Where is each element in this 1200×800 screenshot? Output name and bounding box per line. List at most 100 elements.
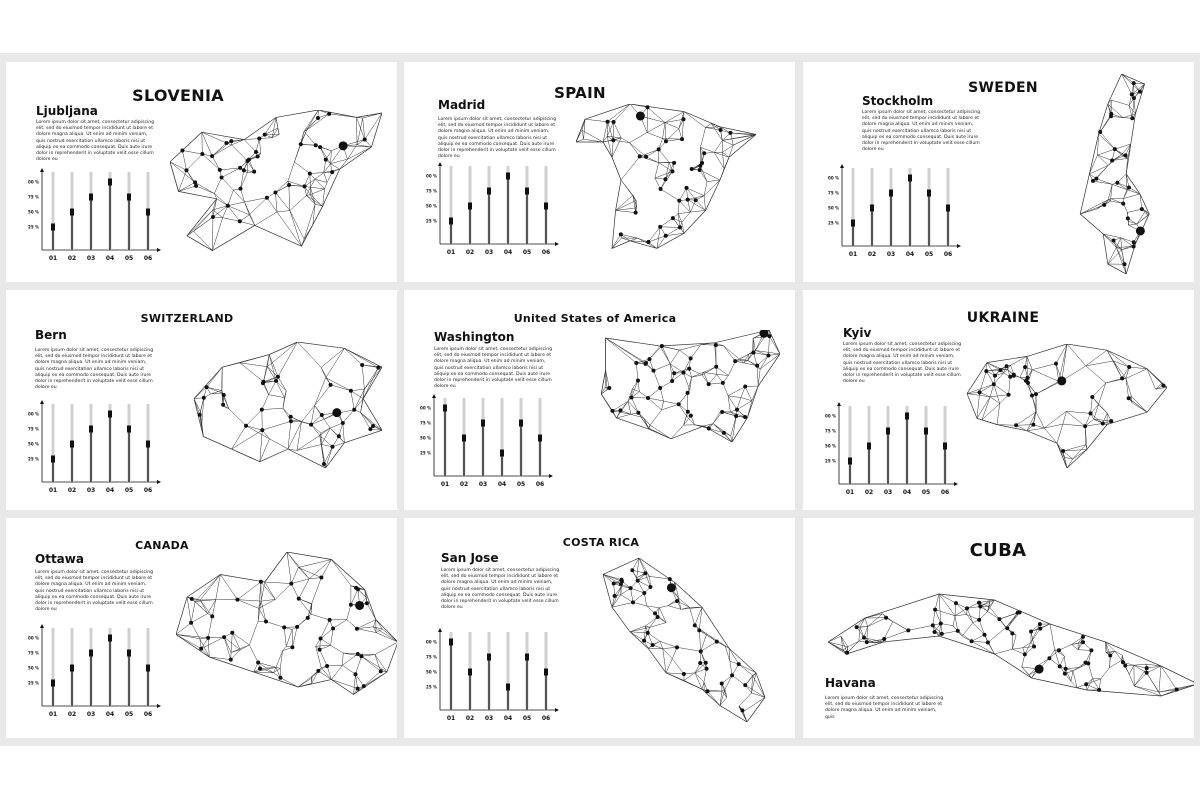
map-link <box>656 235 666 249</box>
city-node <box>1033 392 1038 397</box>
x-category-label: 03 <box>887 251 895 258</box>
bar-marker <box>544 202 548 210</box>
map-link <box>602 136 608 143</box>
map-link <box>629 625 646 633</box>
map-link <box>703 181 708 196</box>
slide-canada[interactable]: CANADA Ottawa Lorem ipsum dolor sit amet, … <box>6 518 397 738</box>
x-category-label: 05 <box>125 255 133 262</box>
capital-node <box>1135 226 1145 236</box>
slide-switzerland[interactable]: SWITZERLAND Bern Lorem ipsum dolor sit ame… <box>6 290 397 510</box>
map-link <box>347 144 358 160</box>
map-link <box>976 418 983 420</box>
map-link <box>1054 649 1065 657</box>
x-category-label: 02 <box>68 487 76 494</box>
bar-marker <box>905 412 909 420</box>
map-link <box>178 170 187 192</box>
map-link <box>653 370 661 389</box>
map-link <box>194 398 200 415</box>
map-link <box>287 421 292 450</box>
city-node <box>650 642 655 647</box>
map-link <box>694 672 705 683</box>
capital-node <box>338 141 348 151</box>
map-link <box>665 227 681 236</box>
map-link <box>1133 663 1146 666</box>
map-link <box>1107 249 1122 265</box>
map-link <box>649 345 663 360</box>
map-link <box>739 358 744 364</box>
map-link <box>966 614 980 621</box>
map-link <box>672 372 684 382</box>
slide-costa-rica[interactable]: COSTA RICA San Jose Lorem ipsum dolor sit … <box>404 518 795 738</box>
map-link <box>1105 641 1111 656</box>
slide-sweden[interactable]: SWEDEN Stockholm Lorem ipsum dolor sit ame… <box>803 62 1194 282</box>
city-node <box>619 577 624 582</box>
city-node <box>655 614 660 619</box>
map-link <box>646 572 650 577</box>
map-link <box>259 138 262 154</box>
map-link <box>662 122 666 139</box>
map-link <box>728 395 741 398</box>
map-link <box>194 398 201 412</box>
bar-chart: 25 % 50 % 75 % 100 % 01 02 03 04 05 06 <box>28 168 161 262</box>
city-node <box>219 175 224 180</box>
slide-spain[interactable]: SPAIN Madrid Lorem ipsum dolor sit amet, c… <box>404 62 795 282</box>
capital-name: Kyiv <box>843 326 872 340</box>
map-link <box>1071 636 1084 645</box>
map-link <box>612 401 629 412</box>
map-link <box>932 625 942 635</box>
map-link <box>1071 643 1079 645</box>
city-node <box>313 143 318 148</box>
city-node <box>993 373 998 378</box>
map-link <box>1084 413 1091 427</box>
slide-ukraine[interactable]: UKRAINE Kyiv Lorem ipsum dolor sit amet, c… <box>803 290 1194 510</box>
map-link <box>866 626 868 643</box>
city-node <box>194 183 199 188</box>
map-link <box>199 599 208 614</box>
map-link <box>678 111 685 129</box>
slide-cuba[interactable]: CUBA Havana Lorem ipsum dolor sit amet, co… <box>803 518 1194 738</box>
slide-united-states-of-america[interactable]: United States of America Washington Lorem … <box>404 290 795 510</box>
map-link <box>1103 233 1114 241</box>
map-link <box>674 582 679 599</box>
map-link <box>264 552 288 583</box>
map-link <box>342 422 345 443</box>
x-category-label: 02 <box>460 481 468 488</box>
map-link <box>1134 685 1162 697</box>
map-link <box>954 615 959 631</box>
map-link <box>306 195 316 205</box>
city-node <box>663 177 668 182</box>
map-link <box>1072 662 1086 672</box>
map-link <box>176 634 209 639</box>
map-link <box>356 112 382 118</box>
map-link <box>310 613 330 621</box>
map-link <box>670 350 680 365</box>
city-node <box>618 582 623 587</box>
city-node <box>1137 89 1142 94</box>
map-link <box>1128 105 1136 115</box>
map-link <box>1039 658 1050 666</box>
map-link <box>231 448 260 462</box>
map-link <box>176 634 202 649</box>
city-node <box>685 390 690 395</box>
map-link <box>1110 198 1124 204</box>
map-link <box>611 594 622 608</box>
map-link <box>1012 648 1025 655</box>
map-link <box>1176 684 1194 690</box>
city-node <box>693 198 698 203</box>
map-link <box>576 119 586 143</box>
city-node <box>210 614 215 619</box>
map-link <box>606 136 613 158</box>
map-link <box>611 140 614 158</box>
map-link <box>722 134 755 141</box>
city-node <box>634 361 639 366</box>
city-node <box>1131 244 1136 249</box>
city-node <box>355 652 360 657</box>
slide-slovenia[interactable]: SLOVENIA Ljubljana Lorem ipsum dolor sit a… <box>6 62 397 282</box>
map-link <box>1090 413 1103 424</box>
map-link <box>1085 349 1108 367</box>
map-link <box>703 423 714 427</box>
map-link <box>649 424 672 440</box>
map-link <box>1064 456 1073 460</box>
description-text: Lorem ipsum dolor sit amet, consectetur … <box>35 570 154 613</box>
map-link <box>178 182 196 192</box>
